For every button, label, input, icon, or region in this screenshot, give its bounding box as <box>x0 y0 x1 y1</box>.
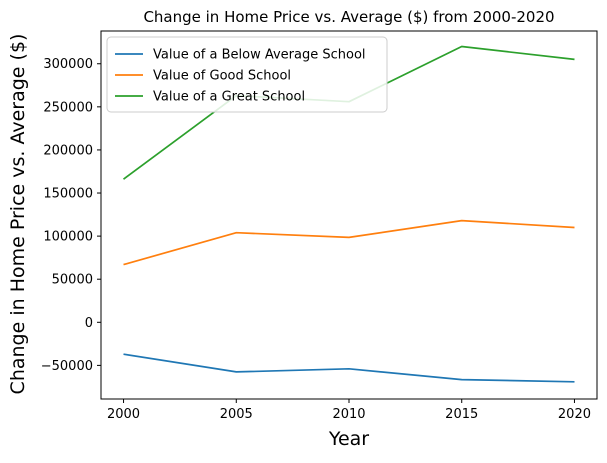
legend-label-1: Value of a Below Average School <box>153 48 366 63</box>
y-tick-label: 0 <box>85 316 93 331</box>
x-tick-label: 2000 <box>107 407 140 422</box>
y-tick-label: 200000 <box>43 143 93 158</box>
y-axis-label: Change in Home Price vs. Average ($) <box>7 34 29 395</box>
series-line-1 <box>123 353 575 383</box>
legend-label-2: Value of Good School <box>153 69 291 84</box>
chart-title: Change in Home Price vs. Average ($) fro… <box>143 8 554 26</box>
x-tick-label: 2015 <box>445 407 478 422</box>
x-axis-label: Year <box>328 428 369 450</box>
y-tick-label: 100000 <box>43 230 93 245</box>
y-tick-label: 50000 <box>52 273 93 288</box>
x-tick-label: 2010 <box>332 407 365 422</box>
y-tick-label: 300000 <box>43 57 93 72</box>
legend-label-3: Value of a Great School <box>153 90 305 105</box>
y-tick-label: 250000 <box>43 100 93 115</box>
y-tick-label: 150000 <box>43 187 93 202</box>
y-tick-label: −50000 <box>41 359 93 374</box>
ticks-layer: 2000 2005 2010 2015 2020 −50000 0 50000 100000 15… <box>41 57 591 422</box>
x-tick-label: 2005 <box>220 407 253 422</box>
series-line-2 <box>123 219 575 266</box>
legend-box <box>106 36 388 113</box>
legend: Value of a Below Average School Value of … <box>106 36 388 113</box>
x-tick-label: 2020 <box>558 407 591 422</box>
plot-frame <box>100 30 598 400</box>
